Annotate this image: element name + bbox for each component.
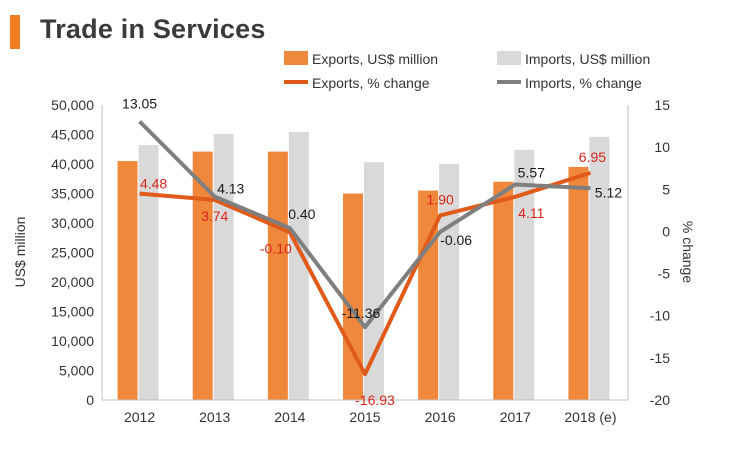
left-tick-label: 50,000 [51,97,94,113]
x-tick-label: 2018 (e) [564,409,616,425]
exports-pct-label: -0.10 [260,240,292,256]
right-tick-label: -10 [650,308,670,324]
imports-pct-label: 0.40 [288,206,315,222]
right-tick-label: 10 [654,139,670,155]
left-tick-label: 35,000 [51,186,94,202]
imports-pct-label: 5.12 [595,184,622,200]
title-accent-bar [10,15,20,49]
x-tick-label: 2015 [349,409,380,425]
imports-pct-label: 4.13 [217,181,244,197]
imports-pct-label: 13.05 [122,95,157,111]
x-tick-label: 2014 [274,409,305,425]
right-tick-label: -5 [658,266,671,282]
exports-bar [568,166,589,400]
right-tick-label: 5 [662,181,670,197]
left-tick-label: 40,000 [51,156,94,172]
imports-bar [589,136,610,401]
left-tick-label: 30,000 [51,215,94,231]
left-tick-label: 20,000 [51,274,94,290]
exports-pct-label: 6.95 [579,149,606,165]
left-tick-label: 10,000 [51,333,94,349]
right-tick-label: 15 [654,97,670,113]
x-tick-label: 2017 [500,409,531,425]
imports-pct-label: 5.57 [518,164,545,180]
exports-pct-label: 4.48 [140,176,167,192]
left-tick-label: 15,000 [51,304,94,320]
legend-imports-bar-swatch [497,51,521,65]
right-axis-title: % change [680,221,696,283]
imports-pct-line [138,120,591,330]
exports-bar [117,161,138,400]
imports-pct-label: -11.36 [342,305,381,321]
right-tick-label: 0 [662,223,670,239]
legend-exports-bar-label: Exports, US$ million [312,51,438,67]
legend-imports-bar-label: Imports, US$ million [525,51,650,67]
exports-pct-line [139,170,592,377]
left-axis-title: US$ million [12,217,28,288]
exports-pct-label: -16.93 [355,392,395,408]
exports-pct-label: 4.11 [518,205,544,221]
imports-bar [213,133,234,400]
legend-imports-line-label: Imports, % change [525,75,642,91]
exports-bar [192,151,213,400]
imports-bar [514,149,535,400]
left-tick-label: 25,000 [51,245,94,261]
imports-bar [364,162,384,400]
imports-bar [138,145,159,400]
exports-bar [493,181,514,400]
exports-pct-label: 3.74 [201,208,228,224]
legend-exports-bar-swatch [284,51,308,65]
left-tick-label: 5,000 [59,363,94,379]
left-tick-label: 45,000 [51,127,94,143]
imports-bar [288,132,309,400]
x-tick-label: 2012 [124,409,155,425]
imports-pct-label: -0.06 [440,232,472,248]
right-tick-label: -20 [650,392,670,408]
legend-exports-line-label: Exports, % change [312,75,430,91]
exports-pct-label: 1.90 [427,191,454,207]
exports-bar [267,151,288,400]
x-tick-label: 2013 [199,409,230,425]
exports-bar [343,193,363,400]
right-tick-label: -15 [650,350,670,366]
left-tick-label: 0 [86,392,94,408]
chart-title: Trade in Services [40,14,266,44]
x-tick-label: 2016 [425,409,456,425]
